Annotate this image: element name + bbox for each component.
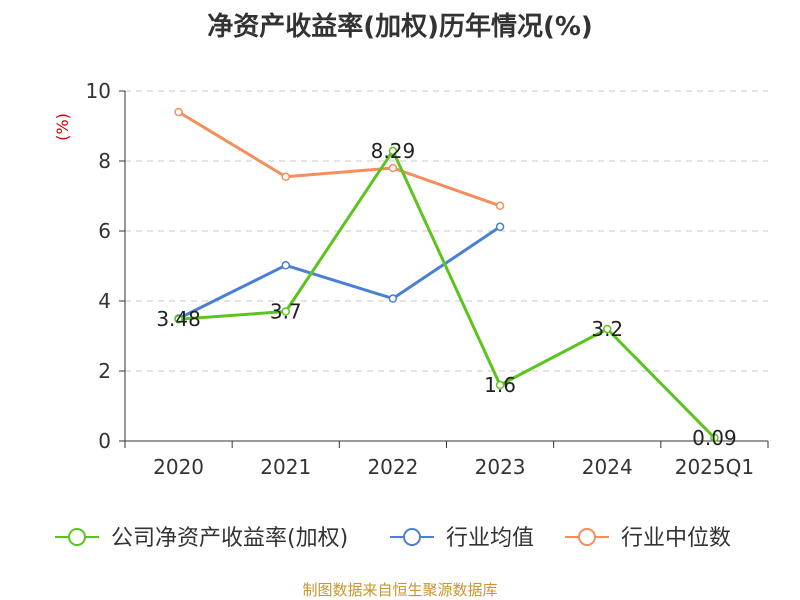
series-line: [177, 225, 501, 320]
x-axis-ticks: 2020 2021 2022 2023 2024 2025Q1: [124, 441, 769, 479]
data-point: [388, 163, 398, 173]
series-layer: [174, 107, 719, 443]
data-point: [495, 222, 505, 232]
y-tick-label: 10: [86, 79, 111, 103]
data-point: [281, 307, 290, 316]
data-point: [388, 294, 398, 303]
gridlines: [125, 90, 768, 372]
legend-label: 公司净资产收益率(加权): [111, 526, 348, 551]
y-tick-label: 0: [98, 429, 111, 453]
legend-marker: [578, 528, 596, 546]
legend-label: 行业均值: [446, 526, 534, 551]
x-tick-label: 2024: [582, 455, 633, 479]
legend-marker: [68, 528, 86, 546]
x-tick-label: 2021: [260, 455, 311, 479]
data-label: 1.6: [484, 373, 516, 397]
data-label: 8.29: [371, 139, 416, 163]
data-point: [603, 324, 612, 334]
legend[interactable]: 公司净资产收益率(加权) 行业均值 行业中位数: [55, 526, 731, 551]
data-labels: 3.48 3.7 8.29 1.6 3.2 0.09: [156, 139, 736, 450]
data-point: [495, 380, 505, 390]
y-tick-label: 8: [98, 149, 111, 173]
series-line: [178, 149, 716, 439]
data-label: 3.7: [270, 300, 302, 324]
y-axis-ticks: 0 2 4 6 8 10: [86, 79, 125, 453]
y-tick-label: 6: [98, 219, 111, 243]
y-axis-label: (%): [53, 113, 72, 141]
data-point: [388, 146, 398, 156]
legend-marker: [403, 528, 421, 546]
data-label: 3.2: [591, 317, 623, 341]
data-label: 0.09: [692, 426, 737, 450]
data-point: [281, 261, 290, 270]
data-point: [174, 107, 183, 117]
chart-title: 净资产收益率(加权)历年情况(%): [207, 12, 593, 42]
x-tick-label: 2022: [367, 455, 418, 479]
y-tick-label: 4: [98, 289, 111, 313]
data-point: [174, 314, 183, 324]
data-point: [710, 433, 719, 443]
data-point: [281, 172, 290, 181]
x-tick-label: 2023: [475, 455, 526, 479]
x-tick-label: 2025Q1: [675, 455, 754, 479]
y-tick-label: 2: [98, 359, 111, 383]
data-point: [495, 201, 505, 211]
legend-label: 行业中位数: [621, 526, 731, 551]
series-line: [177, 110, 501, 208]
x-tick-label: 2020: [153, 455, 204, 479]
source-footer: 制图数据来自恒生聚源数据库: [302, 581, 498, 599]
data-label: 3.48: [156, 307, 201, 331]
